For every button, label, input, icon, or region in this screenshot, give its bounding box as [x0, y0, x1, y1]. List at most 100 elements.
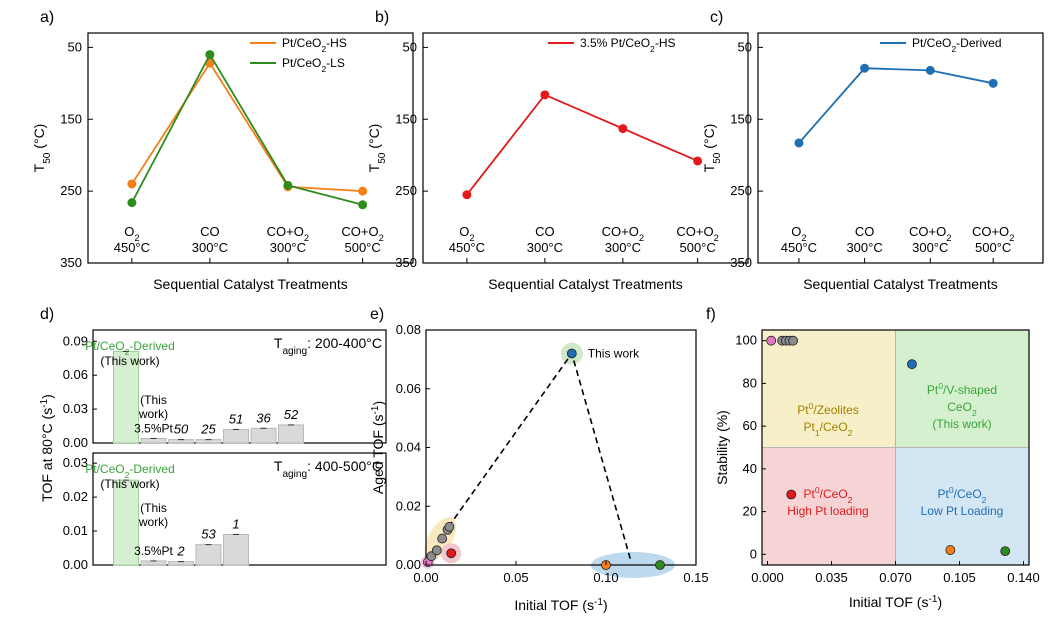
y-tick-label: 50	[738, 39, 752, 54]
x-category-sublabel: 300°C	[912, 240, 948, 255]
data-point	[786, 489, 797, 500]
data-point	[618, 124, 628, 134]
y-axis-label-part: 0	[377, 152, 388, 158]
data-point	[566, 348, 577, 359]
highlight-label: Pt/CeO2-Derived	[85, 339, 175, 357]
y-tick-label: 0.03	[63, 401, 88, 416]
bar-label: 50	[174, 422, 189, 437]
x-tick-label: 0.000	[751, 570, 784, 585]
note-label: (This	[140, 393, 167, 407]
region-label-part: High Pt loading	[787, 504, 868, 518]
aging-condition-part: : 400-500°C	[307, 458, 382, 474]
note-label: work)	[138, 515, 168, 529]
bar	[223, 533, 249, 566]
region-label: Pt0/V-shaped	[927, 381, 997, 397]
bar	[195, 439, 222, 444]
bar-label: 25	[200, 422, 216, 437]
bar-label: 3.5%Pt	[134, 421, 173, 435]
x-category-label-part: 2	[1009, 233, 1014, 243]
y-tick-label: 0.04	[396, 440, 421, 455]
aging-condition-part: : 200-400°C	[307, 335, 382, 351]
x-category-label-part: O	[459, 224, 469, 239]
y-axis-label-part: T	[701, 163, 717, 172]
x-category-label-part: CO	[535, 224, 555, 239]
x-axis-label-part: )	[603, 597, 608, 613]
y-tick-label: 250	[395, 183, 417, 198]
highlight-label-part: 2	[125, 347, 130, 357]
y-tick-label: 0	[750, 546, 757, 561]
highlight-label-part: 2	[125, 470, 130, 480]
x-category-label-part: 2	[379, 233, 384, 243]
region-label: CeO2	[947, 400, 977, 418]
x-category-sublabel: 450°C	[449, 240, 485, 255]
y-tick-label: 350	[730, 255, 752, 270]
y-axis-label-part: -1	[39, 398, 50, 407]
x-tick-label: 0.105	[943, 570, 976, 585]
region-label: High Pt loading	[787, 504, 868, 518]
x-category-label: CO	[855, 224, 875, 239]
data-point	[283, 180, 293, 190]
x-category-label-part: CO	[200, 224, 220, 239]
aging-condition-part: T	[274, 335, 283, 351]
region-label-part: 2	[972, 408, 977, 418]
x-category-sublabel: 450°C	[781, 240, 817, 255]
legend-label: Pt/CeO2-LS	[282, 56, 345, 74]
data-point	[205, 50, 215, 60]
legend-label-part: 2	[951, 44, 956, 54]
region-label: Pt0/Zeolites	[797, 401, 859, 417]
legend-label-part: 3.5% Pt/CeO	[580, 36, 650, 50]
region-label-part: Pt	[804, 487, 816, 501]
region-label-part: /V-shaped	[943, 383, 997, 397]
y-axis-label-part: 0	[42, 152, 53, 158]
bar-label: 2	[176, 544, 185, 559]
x-category-label: CO	[535, 224, 555, 239]
bar	[140, 437, 167, 444]
x-category-label-part: 2	[714, 233, 719, 243]
region-label-part: /Zeolites	[813, 403, 858, 417]
region-label: Low Pt Loading	[921, 504, 1004, 518]
x-tick-label: 0.05	[503, 570, 528, 585]
region-label-part: Pt	[938, 487, 950, 501]
y-axis-label: Stability (%)	[714, 410, 730, 485]
bar-label: 1	[232, 516, 239, 531]
series-line	[466, 93, 698, 196]
y-axis-label: Aged TOF (s-1)	[370, 401, 387, 494]
legend-label: 3.5% Pt/CeO2-HS	[580, 36, 676, 54]
x-category-label-part: CO+O	[909, 224, 946, 239]
aging-condition-part: T	[274, 458, 283, 474]
x-category-label: CO+O2	[602, 224, 644, 243]
x-axis-label: Sequential Catalyst Treatments	[153, 276, 348, 292]
data-point	[127, 198, 137, 208]
panel-label: a)	[40, 9, 54, 26]
region-label-part: 1	[815, 428, 820, 438]
region-label-part: 2	[982, 495, 987, 505]
region-label-part: /CeO	[820, 487, 848, 501]
x-category-label: CO+O2	[341, 224, 383, 243]
y-axis-label-part: TOF at 80°C (s	[39, 408, 55, 502]
highlight-label: Pt/CeO2-Derived	[85, 462, 175, 480]
x-category-label: O2	[124, 224, 139, 243]
region-label-part: (This work)	[932, 417, 991, 431]
y-tick-label: 50	[68, 39, 82, 54]
y-axis-label: TOF at 80°C (s-1)	[39, 394, 56, 502]
data-point	[766, 335, 777, 346]
y-tick-label: 0.01	[63, 523, 88, 538]
y-tick-label: 0.02	[63, 489, 88, 504]
bar	[168, 439, 194, 444]
highlight-sublabel: (This work)	[100, 477, 159, 491]
plot-frame	[425, 329, 697, 566]
panel-label: f)	[706, 306, 716, 323]
data-point	[437, 533, 448, 544]
data-point	[462, 190, 472, 200]
x-tick-label: 0.140	[1007, 570, 1040, 585]
note-label: (This	[140, 501, 167, 515]
x-category-sublabel: 500°C	[679, 240, 715, 255]
data-point	[794, 138, 804, 148]
bar-label: 53	[201, 527, 216, 542]
legend-label-part: 2	[321, 64, 326, 74]
region-label: Pt0/CeO2	[804, 485, 853, 505]
annotation-label: This work	[588, 347, 640, 361]
legend-label-part: Pt/CeO	[912, 36, 951, 50]
x-category-sublabel: 450°C	[114, 240, 150, 255]
y-tick-label: 0.03	[63, 455, 88, 470]
